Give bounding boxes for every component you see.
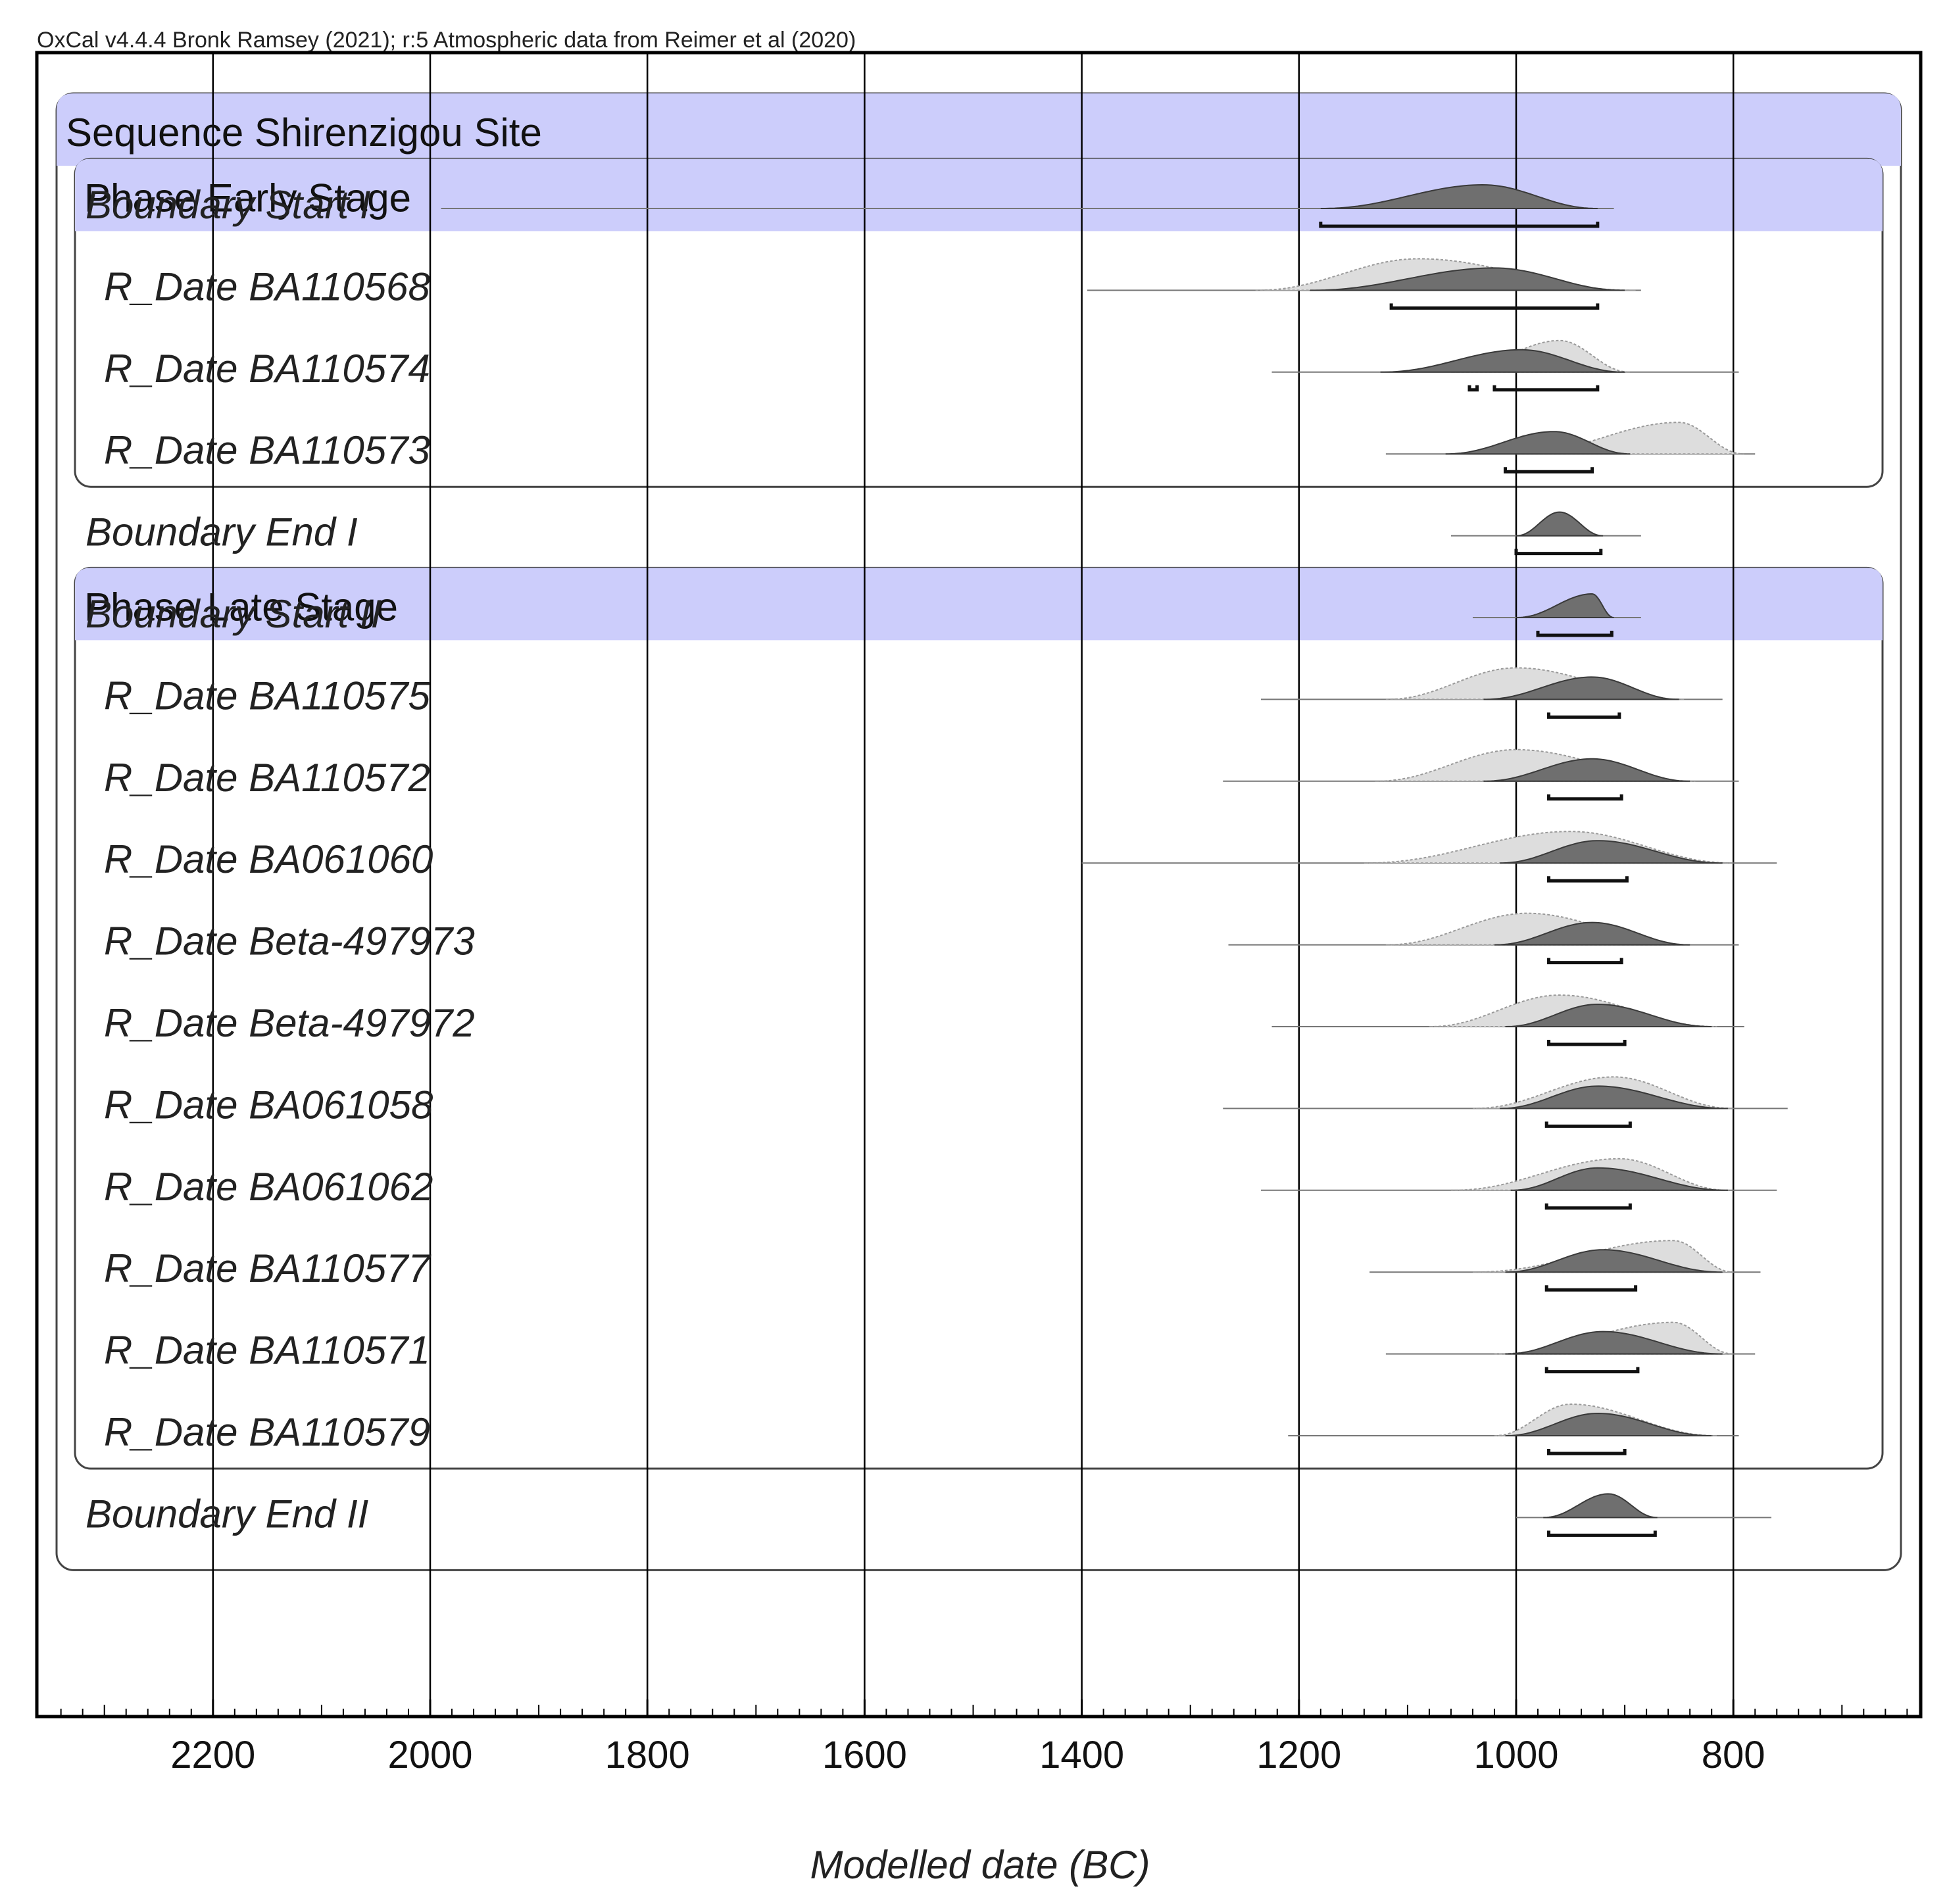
x-tick-label-1000: 1000 — [1473, 1734, 1558, 1776]
hpd-range-boundary-end-ii-0 — [1547, 1530, 1657, 1537]
row-label-boundary-end-i: Boundary End I — [86, 510, 358, 554]
row-label-r-date-ba110575: R_Date BA110575 — [104, 673, 431, 718]
sequence-header — [57, 93, 1901, 166]
x-tick-label-800: 800 — [1702, 1734, 1765, 1776]
posterior-distribution-r-date-ba110568 — [1310, 267, 1625, 291]
row-label-boundary-start-ii: Boundary Start II — [86, 592, 382, 636]
row-label-r-date-beta-497973: R_Date Beta-497973 — [104, 919, 475, 964]
group-boxes — [55, 92, 1902, 1571]
phase-header-phase-late-stage — [75, 568, 1883, 641]
credit-text: OxCal v4.4.4 Bronk Ramsey (2021); r:5 At… — [37, 28, 856, 53]
posterior-distribution-boundary-end-ii — [1543, 1493, 1658, 1519]
row-label-r-date-ba061058: R_Date BA061058 — [104, 1083, 433, 1127]
hpd-range-r-date-beta-497973-0 — [1547, 958, 1623, 965]
posterior-distribution-boundary-end-i — [1516, 511, 1604, 537]
phase-label-phase-late-stage: Phase Late Stage — [84, 585, 398, 629]
row-labels: Sequence Shirenzigou Site Phase Early Sta… — [66, 110, 542, 1536]
x-axis-label: Modelled date (BC) — [810, 1843, 1150, 1887]
row-label-r-date-ba110568: R_Date BA110568 — [104, 264, 431, 308]
prior-distribution-r-date-ba110573 — [1516, 422, 1744, 455]
posterior-distribution-r-date-beta-497973 — [1494, 921, 1690, 946]
x-tick-label-1800: 1800 — [605, 1734, 690, 1776]
plot-frame — [35, 51, 1923, 1719]
x-tick-label-2000: 2000 — [387, 1734, 472, 1776]
x-tick-label-1200: 1200 — [1256, 1734, 1341, 1776]
hpd-range-r-date-ba110575-0 — [1547, 712, 1621, 719]
phase-label-phase-early-stage: Phase Early Stage — [84, 176, 411, 220]
hpd-range-r-date-ba110573-0 — [1503, 467, 1594, 474]
hpd-range-r-date-ba061058-0 — [1544, 1121, 1632, 1128]
hpd-range-r-date-ba110572-0 — [1547, 794, 1623, 801]
x-axis: 2200 2000 1800 1600 1400 1200 1000 800 — [60, 1699, 1908, 1776]
hpd-range-r-date-ba110574-1 — [1492, 385, 1600, 392]
phase-header-phase-early-stage — [75, 159, 1883, 232]
posterior-distribution-r-date-ba110571 — [1505, 1330, 1723, 1355]
row-label-r-date-ba061060: R_Date BA061060 — [104, 837, 433, 881]
row-label-r-date-beta-497972: R_Date Beta-497972 — [104, 1001, 475, 1045]
hpd-range-r-date-beta-497972-0 — [1547, 1040, 1627, 1046]
posterior-distribution-r-date-ba110574 — [1380, 349, 1625, 373]
posterior-distribution-r-date-ba061060 — [1500, 840, 1723, 864]
row-label-boundary-end-ii: Boundary End II — [86, 1492, 368, 1536]
posterior-distribution-r-date-ba061058 — [1500, 1085, 1728, 1110]
row-label-r-date-ba061062: R_Date BA061062 — [104, 1165, 433, 1209]
row-label-r-date-ba110574: R_Date BA110574 — [104, 347, 430, 391]
hpd-range-r-date-ba110577-0 — [1544, 1285, 1638, 1292]
hpd-range-r-date-ba110579-0 — [1547, 1449, 1627, 1455]
hpd-range-r-date-ba061062-0 — [1544, 1203, 1632, 1210]
x-tick-label-1600: 1600 — [822, 1734, 907, 1776]
posterior-distribution-r-date-ba110575 — [1483, 676, 1679, 700]
hpd-range-r-date-ba061060-0 — [1547, 876, 1629, 883]
posterior-distribution-r-date-ba110573 — [1445, 431, 1631, 455]
hpd-range-boundary-end-i-0 — [1514, 549, 1603, 556]
posterior-distribution-r-date-beta-497972 — [1505, 1003, 1712, 1027]
sequence-label: Sequence Shirenzigou Site — [66, 110, 542, 155]
row-label-r-date-ba110577: R_Date BA110577 — [104, 1246, 432, 1290]
posterior-distribution-r-date-ba110579 — [1505, 1412, 1712, 1436]
hpd-range-boundary-start-i-0 — [1319, 222, 1600, 228]
grid-lines — [212, 53, 1735, 1717]
posterior-distribution-r-date-ba110577 — [1505, 1249, 1723, 1273]
row-label-boundary-start-i: Boundary Start I — [86, 183, 371, 227]
hpd-range-r-date-ba110568-0 — [1389, 303, 1600, 310]
x-tick-label-1400: 1400 — [1039, 1734, 1124, 1776]
row-label-r-date-ba110573: R_Date BA110573 — [104, 428, 430, 472]
hpd-range-r-date-ba110574-0 — [1467, 385, 1479, 392]
posterior-distribution-boundary-start-i — [1320, 183, 1598, 209]
plot-marks — [441, 183, 1788, 1537]
posterior-distribution-r-date-ba110572 — [1483, 758, 1690, 782]
row-label-r-date-ba110572: R_Date BA110572 — [104, 756, 430, 800]
row-label-r-date-ba110579: R_Date BA110579 — [104, 1410, 430, 1454]
hpd-range-boundary-start-ii-0 — [1536, 631, 1614, 637]
posterior-distribution-boundary-start-ii — [1516, 593, 1614, 618]
row-label-r-date-ba110571: R_Date BA110571 — [104, 1329, 430, 1373]
hpd-range-r-date-ba110571-0 — [1544, 1367, 1640, 1374]
x-tick-label-2200: 2200 — [170, 1734, 255, 1776]
posterior-distribution-r-date-ba061062 — [1510, 1167, 1728, 1191]
